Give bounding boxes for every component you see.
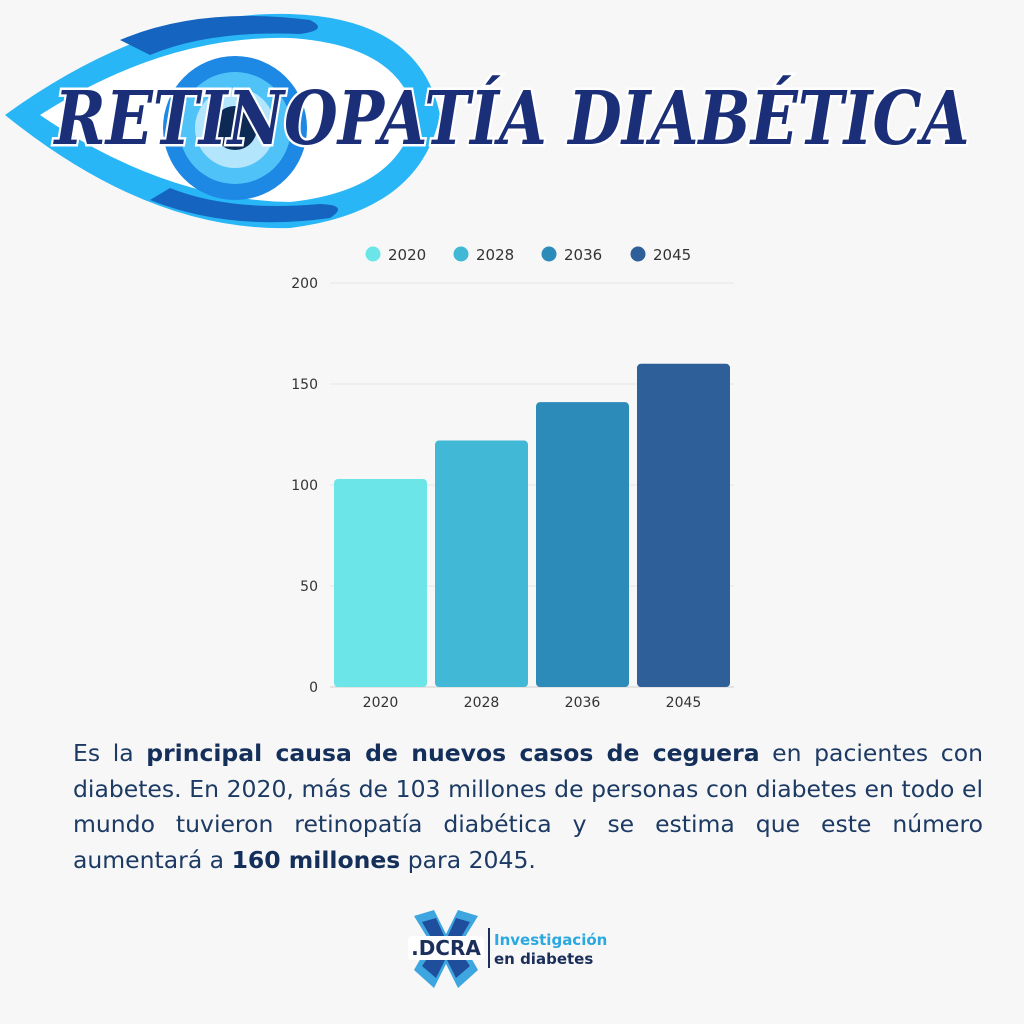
description-text-3: para 2045.: [400, 845, 536, 874]
footer-logo: .DCRA Investigación en diabetes: [408, 910, 607, 988]
description-text-1: Es la: [73, 739, 147, 767]
eye-icon: [5, 13, 440, 229]
chart-bars: [334, 363, 730, 687]
description-paragraph: Es la principal causa de nuevos casos de…: [73, 736, 983, 878]
description-highlight-2: 160 millones: [231, 845, 401, 874]
legend-swatch-2045: [630, 246, 646, 262]
y-tick-label-50: 50: [300, 579, 318, 595]
x-axis-ticks: 2020 2028 2036 2045: [363, 695, 702, 711]
logo-line-2: en diabetes: [494, 950, 593, 968]
page-title-wrap: RETINOPATÍA DIABÉTICA: [50, 72, 972, 165]
y-tick-label-0: 0: [309, 680, 318, 696]
logo-divider: [488, 928, 490, 968]
y-tick-label-150: 150: [291, 377, 318, 393]
bar-2036: [536, 402, 629, 687]
y-axis-ticks: 0 50 100 150 200: [291, 276, 318, 696]
y-tick-label-200: 200: [291, 276, 318, 292]
chart-legend: 2020 2028 2036 2045: [365, 246, 691, 264]
y-tick-label-100: 100: [291, 478, 318, 494]
x-tick-label-2020: 2020: [363, 695, 399, 711]
legend-swatch-2036: [541, 246, 557, 262]
bar-2020: [334, 478, 427, 687]
description-text-2: en pacientes con diabetes. En 2020, más …: [73, 739, 983, 874]
legend-label-2036: 2036: [564, 246, 602, 264]
legend-label-2020: 2020: [388, 246, 426, 264]
bar-2028: [435, 440, 528, 687]
legend-label-2045: 2045: [653, 246, 691, 264]
legend-swatch-2020: [365, 246, 381, 262]
legend-swatch-2028: [453, 246, 469, 262]
page-title: RETINOPATÍA DIABÉTICA: [53, 74, 970, 162]
logo-mark: .DCRA: [411, 936, 481, 960]
x-tick-label-2045: 2045: [666, 695, 702, 711]
x-tick-label-2028: 2028: [464, 695, 500, 711]
header-eye-graphic: [5, 13, 440, 229]
x-tick-label-2036: 2036: [565, 695, 601, 711]
legend-label-2028: 2028: [476, 246, 514, 264]
dcra-logo-icon: [408, 910, 484, 988]
logo-line-1: Investigación: [494, 931, 607, 949]
description-highlight-1: principal causa de nuevos casos de cegue…: [146, 739, 760, 767]
bar-2045: [637, 363, 730, 687]
